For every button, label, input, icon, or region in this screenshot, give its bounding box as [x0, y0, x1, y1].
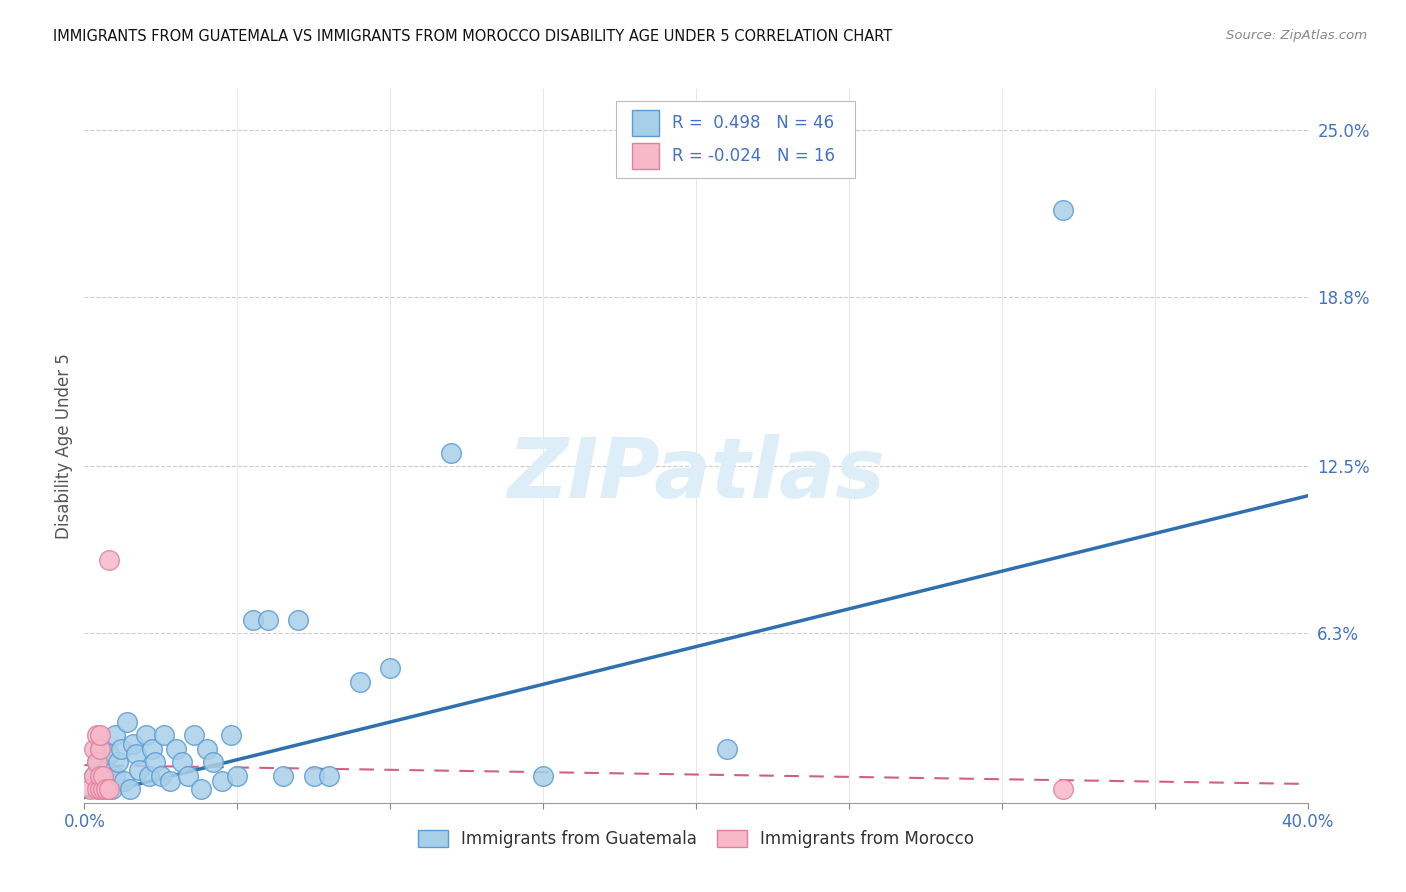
Text: ZIPatlas: ZIPatlas: [508, 434, 884, 515]
Point: [531, 769, 554, 783]
Point: [201, 756, 224, 770]
Point: [318, 769, 340, 783]
Point: [91, 769, 114, 783]
Point: [91, 774, 114, 789]
Point: [107, 756, 129, 770]
Point: [128, 764, 150, 778]
Point: [380, 661, 402, 675]
Point: [159, 774, 181, 789]
Point: [110, 742, 132, 756]
Point: [153, 729, 176, 743]
Point: [101, 782, 124, 797]
Point: [302, 769, 325, 783]
Point: [125, 747, 148, 762]
Point: [86, 782, 108, 797]
FancyBboxPatch shape: [633, 144, 659, 169]
Point: [190, 782, 212, 797]
Point: [135, 729, 157, 743]
Point: [242, 613, 264, 627]
Point: [143, 756, 166, 770]
Point: [219, 729, 242, 743]
Point: [287, 613, 309, 627]
Point: [115, 714, 138, 729]
Point: [97, 782, 120, 797]
Point: [165, 742, 187, 756]
Point: [149, 769, 172, 783]
Point: [183, 729, 205, 743]
Y-axis label: Disability Age Under 5: Disability Age Under 5: [55, 353, 73, 539]
Text: IMMIGRANTS FROM GUATEMALA VS IMMIGRANTS FROM MOROCCO DISABILITY AGE UNDER 5 CORR: IMMIGRANTS FROM GUATEMALA VS IMMIGRANTS …: [53, 29, 893, 45]
Point: [79, 782, 101, 797]
Point: [89, 782, 111, 797]
Point: [172, 756, 194, 770]
Point: [97, 553, 120, 567]
Point: [89, 742, 111, 756]
Point: [91, 782, 114, 797]
Point: [195, 742, 218, 756]
Point: [104, 769, 127, 783]
FancyBboxPatch shape: [633, 110, 659, 136]
Point: [1052, 782, 1074, 797]
Point: [86, 729, 108, 743]
Point: [94, 764, 117, 778]
Point: [120, 782, 142, 797]
Point: [97, 747, 120, 762]
Text: Source: ZipAtlas.com: Source: ZipAtlas.com: [1226, 29, 1367, 43]
Point: [89, 742, 111, 756]
Point: [86, 756, 108, 770]
Point: [177, 769, 200, 783]
Point: [716, 742, 738, 756]
Point: [104, 729, 127, 743]
Point: [1052, 203, 1074, 218]
Point: [349, 674, 371, 689]
Point: [86, 756, 108, 770]
Point: [138, 769, 160, 783]
Point: [83, 769, 105, 783]
Point: [271, 769, 294, 783]
Point: [440, 446, 463, 460]
Text: R = -0.024   N = 16: R = -0.024 N = 16: [672, 147, 835, 165]
Point: [94, 782, 117, 797]
Point: [112, 774, 135, 789]
Point: [226, 769, 249, 783]
Point: [83, 742, 105, 756]
Point: [257, 613, 280, 627]
Point: [141, 742, 163, 756]
Legend: Immigrants from Guatemala, Immigrants from Morocco: Immigrants from Guatemala, Immigrants fr…: [411, 823, 981, 855]
Point: [122, 737, 145, 751]
Text: R =  0.498   N = 46: R = 0.498 N = 46: [672, 114, 834, 132]
FancyBboxPatch shape: [616, 102, 855, 178]
Point: [83, 769, 105, 783]
Point: [211, 774, 233, 789]
Point: [89, 769, 111, 783]
Point: [89, 729, 111, 743]
